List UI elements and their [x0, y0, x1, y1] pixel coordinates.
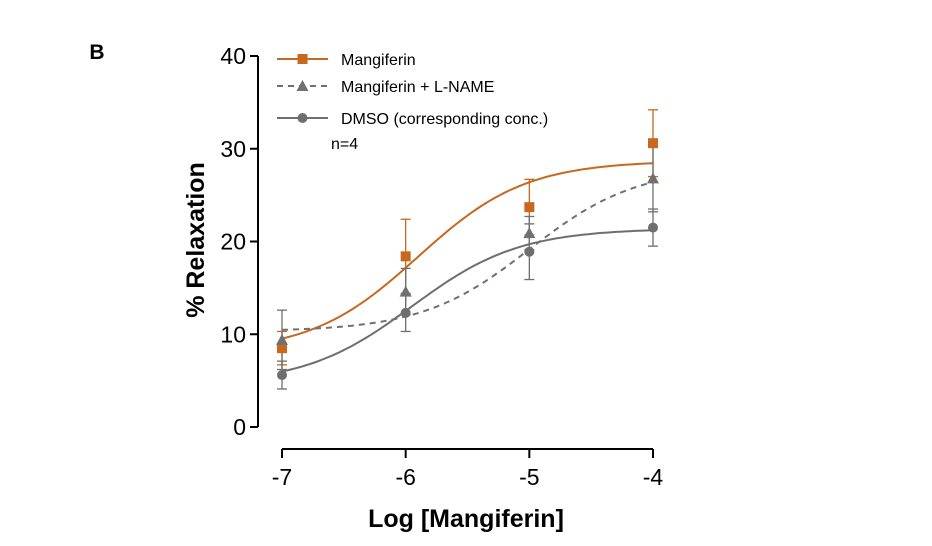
- y-tick-label: 0: [233, 414, 246, 440]
- legend-label-series-0: Mangiferin: [341, 52, 416, 69]
- y-tick-label: 10: [220, 321, 246, 347]
- x-tick-label: -4: [643, 464, 664, 490]
- data-point-series-1: [523, 227, 536, 239]
- data-point-series-0: [524, 202, 535, 213]
- x-axis-label: Log [Mangiferin]: [368, 505, 564, 533]
- fit-curve-series-2: [281, 229, 654, 373]
- axes: 0 10 20 30 40 -7 -6 -5 -4: [220, 43, 663, 490]
- panel-label: B: [89, 41, 104, 64]
- data-point-series-0: [277, 343, 287, 354]
- legend-marker-series-2: [297, 113, 308, 123]
- y-tick-label: 30: [220, 136, 246, 162]
- x-tick-label: -7: [272, 464, 292, 490]
- fit-curve-series-0: [281, 162, 654, 340]
- data-point-series-1: [276, 333, 288, 345]
- x-tick-label: -6: [395, 464, 415, 490]
- data-point-series-2: [400, 307, 411, 318]
- fit-curves: [281, 162, 654, 373]
- x-tick-label: -5: [519, 464, 539, 490]
- data-point-series-2: [524, 246, 535, 257]
- data-point-series-0: [400, 251, 411, 262]
- legend-marker-series-1: [296, 80, 309, 91]
- legend-label-series-1: Mangiferin + L-NAME: [341, 79, 494, 96]
- annotation-n: n=4: [331, 136, 358, 153]
- data-point-series-1: [399, 285, 412, 297]
- data-point-series-2: [648, 222, 658, 233]
- data-point-series-1: [647, 172, 659, 184]
- data-points: [276, 138, 659, 381]
- legend: Mangiferin Mangiferin + L-NAME DMSO (corre…: [277, 52, 548, 128]
- fit-curve-series-1: [281, 181, 654, 331]
- y-tick-label: 20: [220, 229, 246, 255]
- legend-marker-series-0: [297, 54, 308, 64]
- y-tick-label: 40: [220, 43, 246, 69]
- data-point-series-0: [648, 138, 658, 149]
- y-axis-label: % Relaxation: [182, 162, 210, 318]
- data-point-series-2: [277, 370, 287, 381]
- legend-label-series-2: DMSO (corresponding conc.): [341, 111, 548, 128]
